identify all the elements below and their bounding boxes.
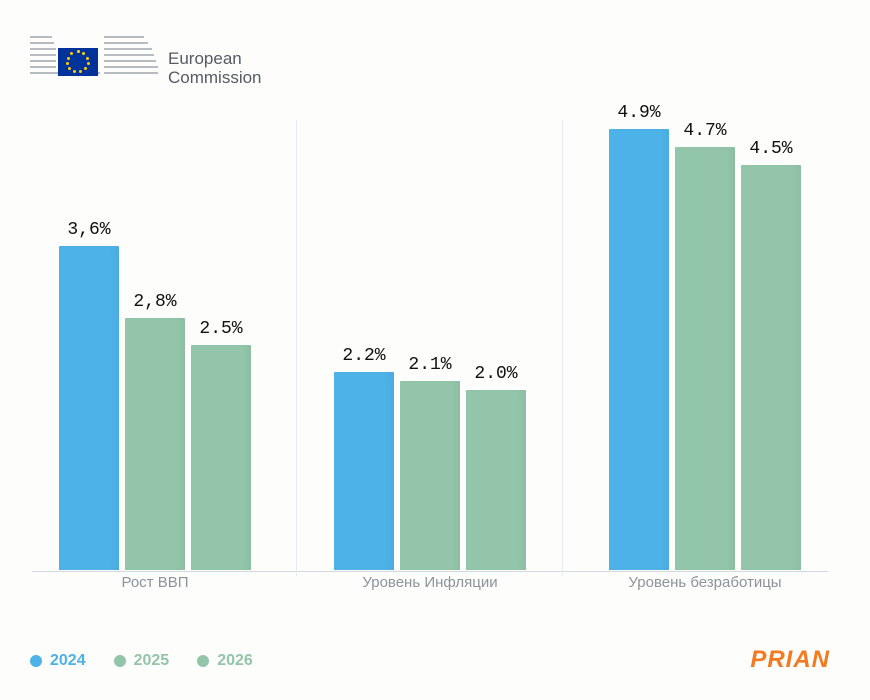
logo-line-2: Commission	[168, 68, 262, 88]
legend-dot-icon	[114, 655, 126, 667]
bar	[191, 345, 251, 570]
x-axis-label: Уровень безработицы	[580, 574, 830, 600]
bar-wrap: 3,6%	[59, 220, 119, 570]
economic-forecast-chart: 3,6%2,8%2.5%2.2%2.1%2.0%4.9%4.7%4.5% Рос…	[30, 120, 830, 600]
bar-wrap: 2,8%	[125, 292, 185, 570]
bar	[400, 381, 460, 570]
chart-baseline	[32, 571, 828, 572]
bar-value-label: 4.9%	[617, 103, 660, 123]
legend-label: 2026	[217, 652, 253, 670]
bar-value-label: 2.0%	[474, 364, 517, 384]
ec-logo-mark	[30, 30, 158, 90]
bar	[59, 246, 119, 570]
bar-value-label: 4.7%	[683, 121, 726, 141]
bar	[334, 372, 394, 570]
legend-item: 2026	[197, 652, 253, 670]
bars: 2.2% 2.1% 2.0%	[323, 120, 537, 570]
bars: 3,6% 2,8% 2.5%	[48, 120, 262, 570]
legend-dot-icon	[197, 655, 209, 667]
brand-watermark: PRIAN	[750, 646, 830, 674]
bar-wrap: 2.5%	[191, 319, 251, 570]
bar-value-label: 2,8%	[133, 292, 176, 312]
legend: 2024 2025 2026	[30, 652, 253, 670]
bar	[675, 147, 735, 570]
eu-flag-icon	[58, 48, 98, 76]
bar	[741, 165, 801, 570]
bar-value-label: 2.2%	[342, 346, 385, 366]
bar-groups: 3,6%2,8%2.5%2.2%2.1%2.0%4.9%4.7%4.5%	[30, 120, 830, 570]
legend-label: 2025	[134, 652, 170, 670]
bar-value-label: 2.1%	[408, 355, 451, 375]
logo-line-1: European	[168, 49, 262, 69]
x-axis-labels: Рост ВВП Уровень Инфляции Уровень безработ…	[30, 574, 830, 600]
legend-item: 2024	[30, 652, 86, 670]
bar-group: 4.9%4.7%4.5%	[580, 120, 830, 570]
bars: 4.9%4.7%4.5%	[598, 120, 812, 570]
bar-value-label: 2.5%	[199, 319, 242, 339]
legend-label: 2024	[50, 652, 86, 670]
legend-item: 2025	[114, 652, 170, 670]
ec-logo-text: European Commission	[168, 49, 262, 90]
bar	[466, 390, 526, 570]
bar-value-label: 4.5%	[749, 139, 792, 159]
bar-wrap: 4.9%	[609, 103, 669, 570]
canvas: European Commission 3,6% 2,8% 2.5% 2.2% 2.1%…	[0, 0, 870, 700]
bar-group: 3,6% 2,8% 2.5%	[30, 120, 280, 570]
bar-value-label: 3,6%	[67, 220, 110, 240]
bar	[609, 129, 669, 570]
ec-logo: European Commission	[30, 30, 262, 90]
bar-wrap: 4.5%	[741, 139, 801, 570]
bar	[125, 318, 185, 570]
x-axis-label: Уровень Инфляции	[305, 574, 555, 600]
bar-wrap: 2.2%	[334, 346, 394, 570]
bar-wrap: 4.7%	[675, 121, 735, 570]
bar-wrap: 2.0%	[466, 364, 526, 570]
bar-wrap: 2.1%	[400, 355, 460, 570]
x-axis-label: Рост ВВП	[30, 574, 280, 600]
legend-dot-icon	[30, 655, 42, 667]
bar-group: 2.2% 2.1% 2.0%	[305, 120, 555, 570]
